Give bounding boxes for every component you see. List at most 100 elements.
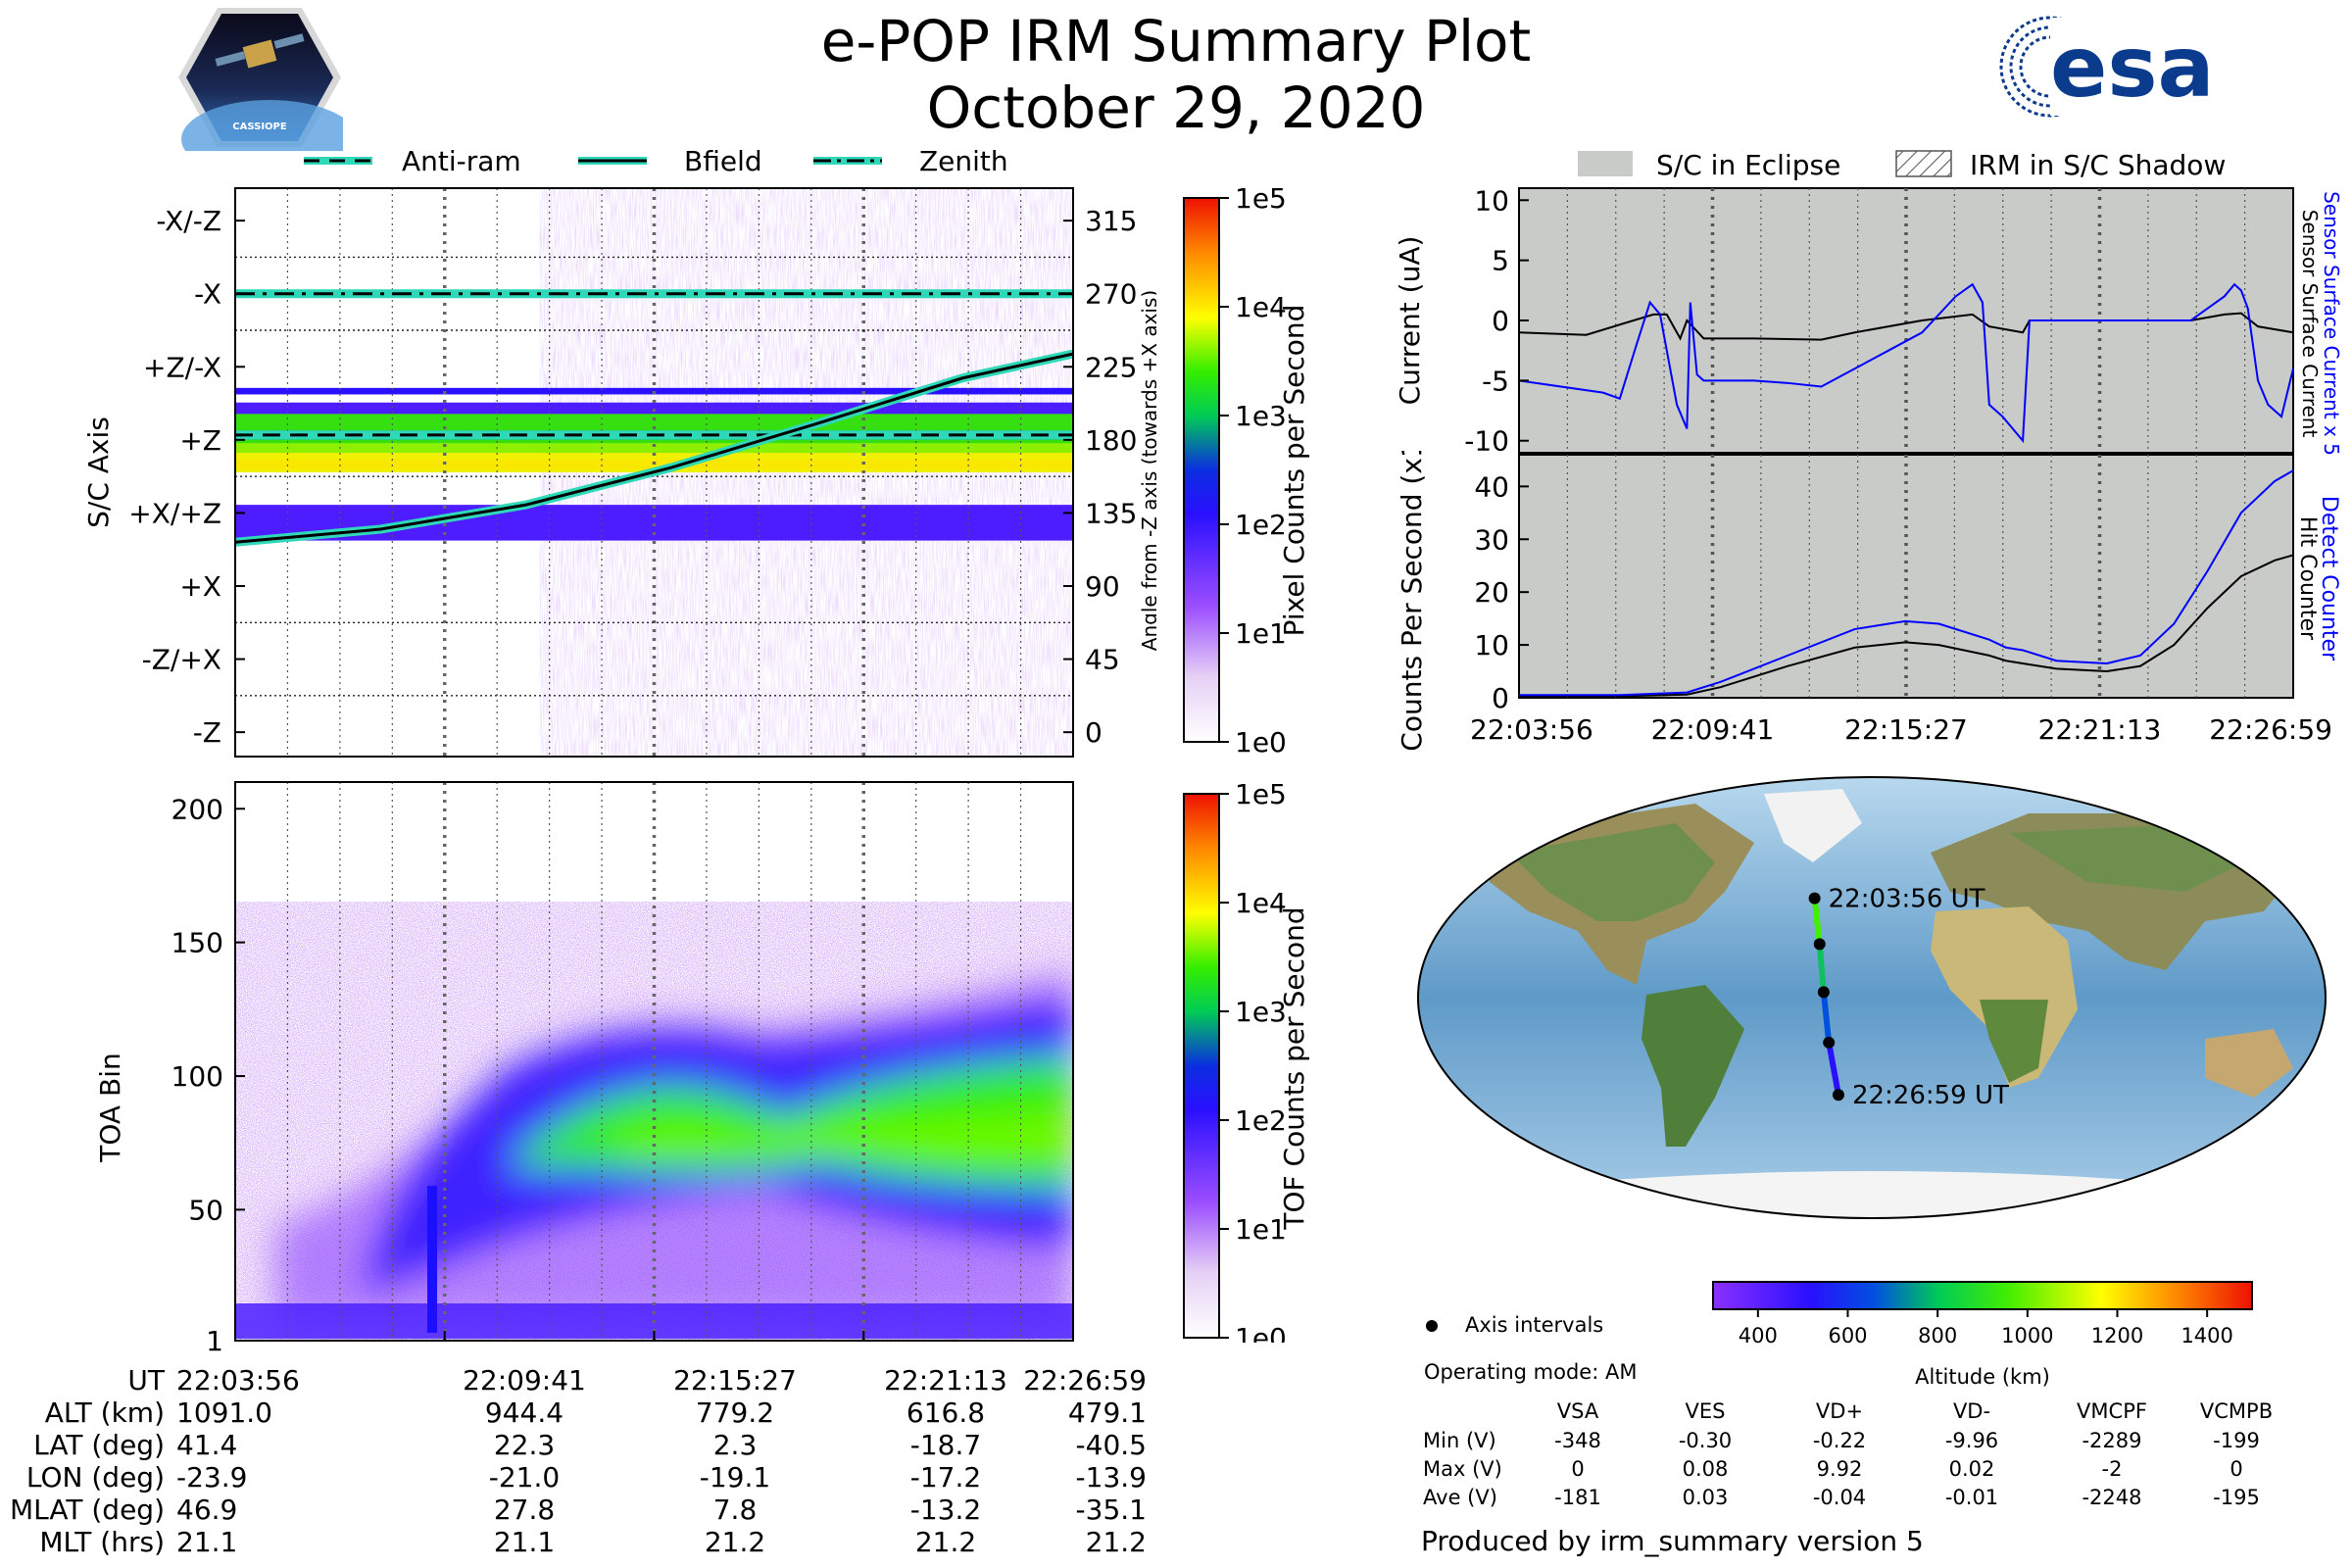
ephemeris-cell: 21.1 xyxy=(176,1526,238,1558)
ephemeris-row-label: ALT (km) xyxy=(44,1396,165,1429)
sc-angle-tick-label: 90 xyxy=(1085,570,1120,603)
colorbar-tick-label: 1e5 xyxy=(1235,186,1287,215)
tof-colorbar-label: TOF Counts per Second xyxy=(1278,906,1310,1230)
map-end-label: 22:26:59 UT xyxy=(1852,1081,2009,1110)
pixel-colorbar: 1e5 1e4 1e3 1e2 1e1 1e0 Pixel Counts per Seco… xyxy=(1183,186,1310,755)
colorbar-tick-label: 1e4 xyxy=(1235,887,1287,919)
orbit-interval-dot xyxy=(1832,1089,1844,1102)
ephemeris-cell: 22:26:59 xyxy=(1023,1364,1147,1396)
counts-right-label-black: Hit Counter xyxy=(2295,516,2320,641)
toa-tick-label: 150 xyxy=(172,927,223,959)
sc-axis-category-label: -X xyxy=(194,278,221,311)
counts-series-detect xyxy=(1519,469,2294,697)
voltage-cell: -348 xyxy=(1554,1429,1601,1452)
footer-version: Produced by irm_summary version 5 xyxy=(1421,1525,1924,1557)
toa-tick-label: 100 xyxy=(172,1060,223,1093)
ephemeris-cell: 22:03:56 xyxy=(176,1364,300,1396)
voltage-row-label: Ave (V) xyxy=(1423,1486,1497,1509)
orbit-interval-dot xyxy=(1808,892,1821,905)
colorbar-tick-label: 1e2 xyxy=(1235,509,1287,541)
sc-series-bfield xyxy=(235,352,1073,544)
colorbar-tick-label: 1e4 xyxy=(1235,291,1287,323)
time-axis-label: 22:21:13 xyxy=(2038,713,2162,746)
ephemeris-cell: 2.3 xyxy=(712,1429,758,1461)
tof-colorbar: 1e5 1e4 1e3 1e2 1e1 1e0 TOF Counts per Second xyxy=(1183,784,1310,1343)
legend-eclipse: S/C in Eclipse xyxy=(1656,149,1840,181)
toa-tick-label: 1 xyxy=(206,1325,223,1352)
time-axis-label: 22:09:41 xyxy=(1651,713,1775,746)
colorbar-tick-label: 1e5 xyxy=(1235,784,1287,810)
ephemeris-row-label: LON (deg) xyxy=(25,1461,165,1494)
voltage-row-label: Max (V) xyxy=(1423,1457,1502,1481)
current-tick-label: 0 xyxy=(1492,305,1509,337)
ephemeris-cell: -13.9 xyxy=(1075,1461,1147,1494)
orbit-segment xyxy=(1811,898,1823,945)
counts-series-hit xyxy=(1519,554,2294,698)
voltage-cell: 0 xyxy=(2230,1457,2243,1481)
voltage-cell: -9.96 xyxy=(1944,1429,1999,1452)
cassiope-logo: CASSIOPE xyxy=(178,8,343,151)
current-series-black xyxy=(1518,312,2294,341)
orbit-segment xyxy=(1816,944,1827,993)
counts-right-label-blue: Detect Counter xyxy=(2317,496,2341,662)
voltage-column-header: VD- xyxy=(1952,1399,1991,1423)
plot-title-block: e-POP IRM Summary Plot October 29, 2020 xyxy=(0,8,2352,141)
ephemeris-row-label: MLAT (deg) xyxy=(9,1494,165,1526)
ephemeris-cell: 22.3 xyxy=(493,1429,556,1461)
voltage-cell: -2 xyxy=(2101,1457,2123,1481)
time-axis-label: 22:26:59 xyxy=(2209,713,2332,746)
current-series-blue xyxy=(1518,282,2294,444)
ephemeris-cell: 21.2 xyxy=(914,1526,977,1558)
voltage-cell: 0.03 xyxy=(1682,1486,1729,1509)
pixel-colorbar-label: Pixel Counts per Second xyxy=(1278,305,1310,637)
orbit-interval-dot xyxy=(1823,1036,1836,1049)
voltage-cell: -0.30 xyxy=(1678,1429,1733,1452)
ephemeris-cell: -13.2 xyxy=(909,1494,982,1526)
operating-mode: Operating mode: AM xyxy=(1424,1360,1638,1384)
counts-tick-label: 20 xyxy=(1474,576,1509,609)
colorbar-tick-label: 1e1 xyxy=(1235,1213,1287,1246)
esa-logo-text: esa xyxy=(2050,19,2215,117)
sc-angle-tick-label: 315 xyxy=(1085,205,1137,237)
ephemeris-cell: 22:09:41 xyxy=(463,1364,586,1396)
voltage-column-header: VD+ xyxy=(1815,1399,1864,1423)
ephemeris-cell: 22:21:13 xyxy=(884,1364,1007,1396)
ephemeris-table: UT 22:03:56 22:09:41 22:15:27 22:21:13 22:26:… xyxy=(0,1364,1156,1560)
voltage-cell: 0.08 xyxy=(1682,1457,1729,1481)
current-tick-label: -5 xyxy=(1482,365,1509,397)
sc-axis-panel: -X/-Z -X +Z/-X +Z +X/+Z +X -Z/+X -Z 315 270 225 18… xyxy=(82,187,1156,758)
ephemeris-cell: 944.4 xyxy=(484,1396,564,1429)
ephemeris-cell: 41.4 xyxy=(176,1429,238,1461)
plot-date: October 29, 2020 xyxy=(926,74,1426,141)
orbit-interval-dot xyxy=(1817,986,1830,999)
voltage-column-header: VMCPF xyxy=(2077,1399,2147,1423)
ephemeris-cell: 779.2 xyxy=(695,1396,775,1429)
current-ylabel: Current (uA) xyxy=(1394,236,1426,406)
sc-angle-tick-label: 270 xyxy=(1085,278,1137,311)
sc-axis-category-label: +X/+Z xyxy=(128,497,221,529)
current-right-label-blue: Sensor Surface Current x 5 xyxy=(2320,191,2343,456)
axis-intervals-label: Axis intervals xyxy=(1465,1313,1604,1337)
counts-tick-label: 30 xyxy=(1474,523,1509,556)
voltage-cell: -0.22 xyxy=(1812,1429,1867,1452)
axis-interval-dot xyxy=(1426,1320,1438,1332)
colorbar-tick-label: 1e1 xyxy=(1235,617,1287,650)
sc-angle-tick-label: 135 xyxy=(1085,497,1137,529)
sc-axis-category-label: -Z/+X xyxy=(142,644,221,676)
time-axis-label: 22:15:27 xyxy=(1844,713,1968,746)
sc-angle-tick-label: 0 xyxy=(1085,716,1102,749)
sc-axis-category-label: +Z/-X xyxy=(143,351,221,383)
voltage-column-header: VSA xyxy=(1556,1399,1599,1423)
counts-tick-label: 0 xyxy=(1492,682,1509,714)
colorbar-tick-label: 1e3 xyxy=(1235,996,1287,1028)
eclipse-legend: S/C in Eclipse IRM in S/C Shadow xyxy=(1578,149,2226,181)
sc-axis-category-label: +X xyxy=(179,570,221,603)
counts-ylabel: Counts Per Second (x10³) xyxy=(1396,451,1428,752)
ephemeris-cell: 616.8 xyxy=(906,1396,986,1429)
voltage-cell: 9.92 xyxy=(1816,1457,1863,1481)
voltage-column-header: VES xyxy=(1685,1399,1726,1423)
voltage-cell: -195 xyxy=(2213,1486,2260,1509)
altitude-tick-label: 600 xyxy=(1828,1324,1867,1348)
legend-bfield: Bfield xyxy=(684,145,762,177)
